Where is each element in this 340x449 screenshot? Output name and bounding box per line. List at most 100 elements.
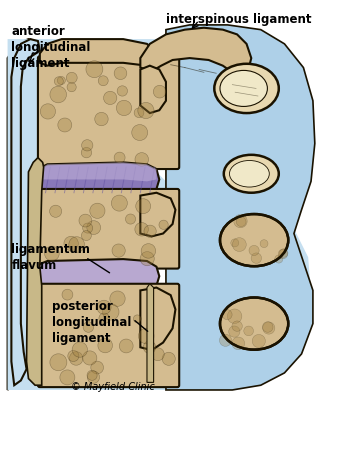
Circle shape (86, 61, 103, 78)
Circle shape (278, 249, 288, 259)
Circle shape (153, 85, 166, 98)
Circle shape (275, 255, 283, 263)
Ellipse shape (224, 155, 279, 193)
Circle shape (69, 237, 85, 252)
Circle shape (79, 214, 92, 227)
Circle shape (134, 108, 144, 118)
Circle shape (98, 338, 113, 353)
Circle shape (110, 291, 125, 306)
Circle shape (117, 86, 128, 96)
Circle shape (140, 251, 154, 266)
Circle shape (95, 112, 108, 126)
Polygon shape (142, 101, 214, 297)
Circle shape (114, 152, 125, 163)
FancyBboxPatch shape (38, 56, 179, 169)
Circle shape (45, 246, 59, 261)
Circle shape (133, 315, 141, 323)
Circle shape (236, 217, 246, 227)
Circle shape (67, 83, 76, 92)
Ellipse shape (230, 160, 269, 187)
Circle shape (90, 203, 105, 218)
Circle shape (87, 220, 101, 234)
Ellipse shape (220, 214, 288, 266)
Circle shape (58, 118, 72, 132)
Circle shape (60, 370, 75, 385)
Circle shape (232, 337, 245, 350)
Polygon shape (11, 39, 40, 385)
Circle shape (143, 341, 156, 353)
Circle shape (83, 351, 97, 365)
Circle shape (251, 253, 261, 264)
Polygon shape (40, 163, 156, 181)
Circle shape (104, 91, 117, 105)
Circle shape (50, 205, 62, 217)
Circle shape (252, 335, 266, 348)
Polygon shape (140, 287, 175, 350)
Circle shape (136, 199, 151, 214)
Circle shape (262, 322, 273, 332)
Circle shape (54, 77, 63, 86)
Circle shape (219, 334, 232, 347)
Circle shape (111, 195, 128, 211)
Circle shape (62, 289, 73, 300)
Circle shape (83, 223, 93, 233)
Circle shape (222, 310, 232, 320)
Text: © Mayfield Clinic: © Mayfield Clinic (71, 382, 155, 392)
Circle shape (144, 225, 156, 238)
Circle shape (263, 322, 275, 334)
Circle shape (125, 214, 136, 224)
Circle shape (82, 140, 93, 151)
Circle shape (162, 352, 175, 365)
Circle shape (132, 124, 148, 141)
Circle shape (66, 72, 77, 83)
Ellipse shape (220, 298, 288, 350)
FancyBboxPatch shape (38, 284, 179, 387)
FancyBboxPatch shape (38, 189, 179, 269)
Ellipse shape (220, 70, 267, 106)
Polygon shape (166, 25, 315, 390)
Circle shape (99, 313, 109, 324)
Polygon shape (147, 284, 154, 383)
Circle shape (231, 239, 239, 247)
Polygon shape (27, 158, 44, 385)
Polygon shape (7, 39, 313, 390)
Polygon shape (7, 39, 40, 390)
Circle shape (103, 304, 119, 320)
Circle shape (64, 236, 78, 251)
Circle shape (112, 244, 125, 257)
Text: ligamentum
flavum: ligamentum flavum (11, 243, 90, 272)
Circle shape (135, 153, 149, 166)
Circle shape (141, 244, 156, 258)
Circle shape (91, 361, 104, 374)
Circle shape (138, 102, 154, 119)
Circle shape (260, 240, 268, 247)
Circle shape (249, 245, 259, 255)
Circle shape (151, 348, 164, 361)
Polygon shape (140, 28, 251, 75)
Circle shape (138, 328, 154, 344)
Circle shape (50, 354, 67, 371)
Circle shape (87, 371, 100, 383)
Text: interspinous ligament: interspinous ligament (166, 13, 311, 26)
Polygon shape (140, 66, 166, 113)
Text: anterior
longitudinal
ligament: anterior longitudinal ligament (11, 25, 91, 70)
Polygon shape (36, 259, 159, 291)
Circle shape (227, 309, 242, 324)
Circle shape (97, 300, 111, 314)
Circle shape (40, 104, 55, 119)
Circle shape (135, 222, 149, 236)
Circle shape (232, 321, 242, 331)
Ellipse shape (214, 64, 279, 113)
Text: posterior
longitudinal
ligament: posterior longitudinal ligament (52, 300, 132, 345)
Circle shape (57, 76, 65, 84)
Circle shape (83, 322, 94, 332)
Circle shape (119, 339, 133, 353)
Circle shape (87, 370, 97, 380)
Circle shape (81, 230, 91, 241)
Circle shape (98, 76, 108, 86)
Circle shape (116, 100, 132, 116)
Circle shape (229, 326, 240, 337)
Polygon shape (40, 39, 159, 67)
Circle shape (159, 220, 168, 229)
Circle shape (68, 350, 79, 361)
